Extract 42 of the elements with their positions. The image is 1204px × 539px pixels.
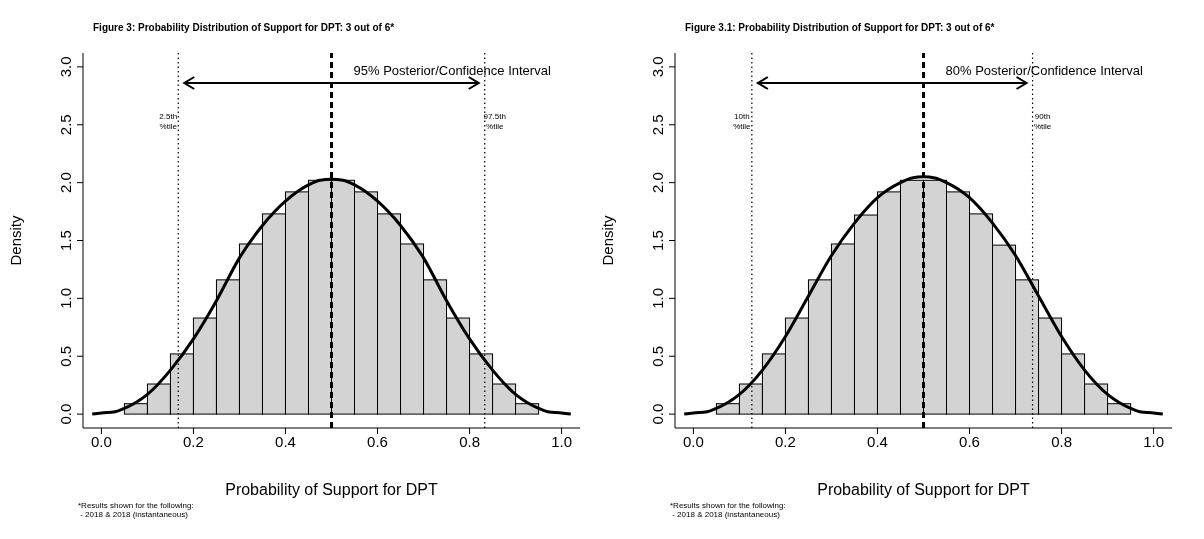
ref-line-label: 2.5th %tile	[159, 111, 178, 131]
y-tick-label: 3.0	[649, 56, 666, 78]
y-tick-label: 3.0	[57, 56, 74, 78]
x-tick-label: 0.4	[275, 432, 296, 450]
y-tick-label: 2.0	[57, 172, 74, 194]
y-axis-title: Density	[599, 215, 617, 266]
y-axis-title: Density	[7, 215, 25, 266]
y-tick-label: 2.5	[57, 114, 74, 136]
y-tick-label: 2.0	[649, 172, 666, 194]
chart-title: Figure 3: Probability Distribution of Support for DPT: 3 out of 6*	[93, 22, 395, 33]
y-tick-label: 0.0	[57, 403, 74, 425]
y-tick-label: 0.5	[649, 345, 666, 367]
ref-line-label: 97.5th %tile	[483, 111, 506, 131]
x-tick-label: 0.2	[183, 432, 204, 450]
annotation: 80% Posterior/Confidence Interval	[945, 63, 1143, 78]
y-tick-label: 2.5	[649, 114, 666, 136]
x-tick-label: 0.0	[90, 432, 112, 450]
x-tick-label: 0.0	[682, 432, 704, 450]
x-axis-title: Probability of Support for DPT	[225, 481, 438, 498]
y-tick-label: 0.5	[57, 345, 74, 367]
annotation: 95% Posterior/Confidence Interval	[353, 63, 551, 78]
y-tick-label: 1.0	[57, 287, 74, 309]
ref-line-label: 10th %tile	[733, 111, 752, 131]
x-tick-label: 0.4	[867, 432, 888, 450]
x-axis-title: Probability of Support for DPT	[817, 481, 1030, 498]
y-tick-label: 1.5	[649, 230, 666, 251]
text: *Results shown for the following:	[670, 501, 786, 510]
x-tick-label: 0.6	[959, 432, 980, 450]
x-tick-label: 1.0	[551, 432, 573, 450]
text: - 2018 & 2018 (instantaneous)	[78, 510, 189, 519]
y-tick-label: 1.5	[57, 230, 74, 251]
ref-line-label: 90th %tile	[1033, 111, 1052, 131]
y-tick-label: 0.0	[649, 403, 666, 425]
text: *Results shown for the following:	[78, 501, 194, 510]
y-tick-label: 1.0	[649, 287, 666, 309]
x-tick-label: 1.0	[1143, 432, 1165, 450]
x-tick-label: 0.8	[459, 432, 480, 450]
x-tick-label: 0.8	[1051, 432, 1072, 450]
x-tick-label: 0.6	[367, 432, 388, 450]
text: - 2018 & 2018 (instantaneous)	[670, 510, 781, 519]
x-tick-label: 0.2	[775, 432, 796, 450]
chart-title: Figure 3.1: Probability Distribution of Support for DPT: 3 out of 6*	[685, 22, 995, 33]
